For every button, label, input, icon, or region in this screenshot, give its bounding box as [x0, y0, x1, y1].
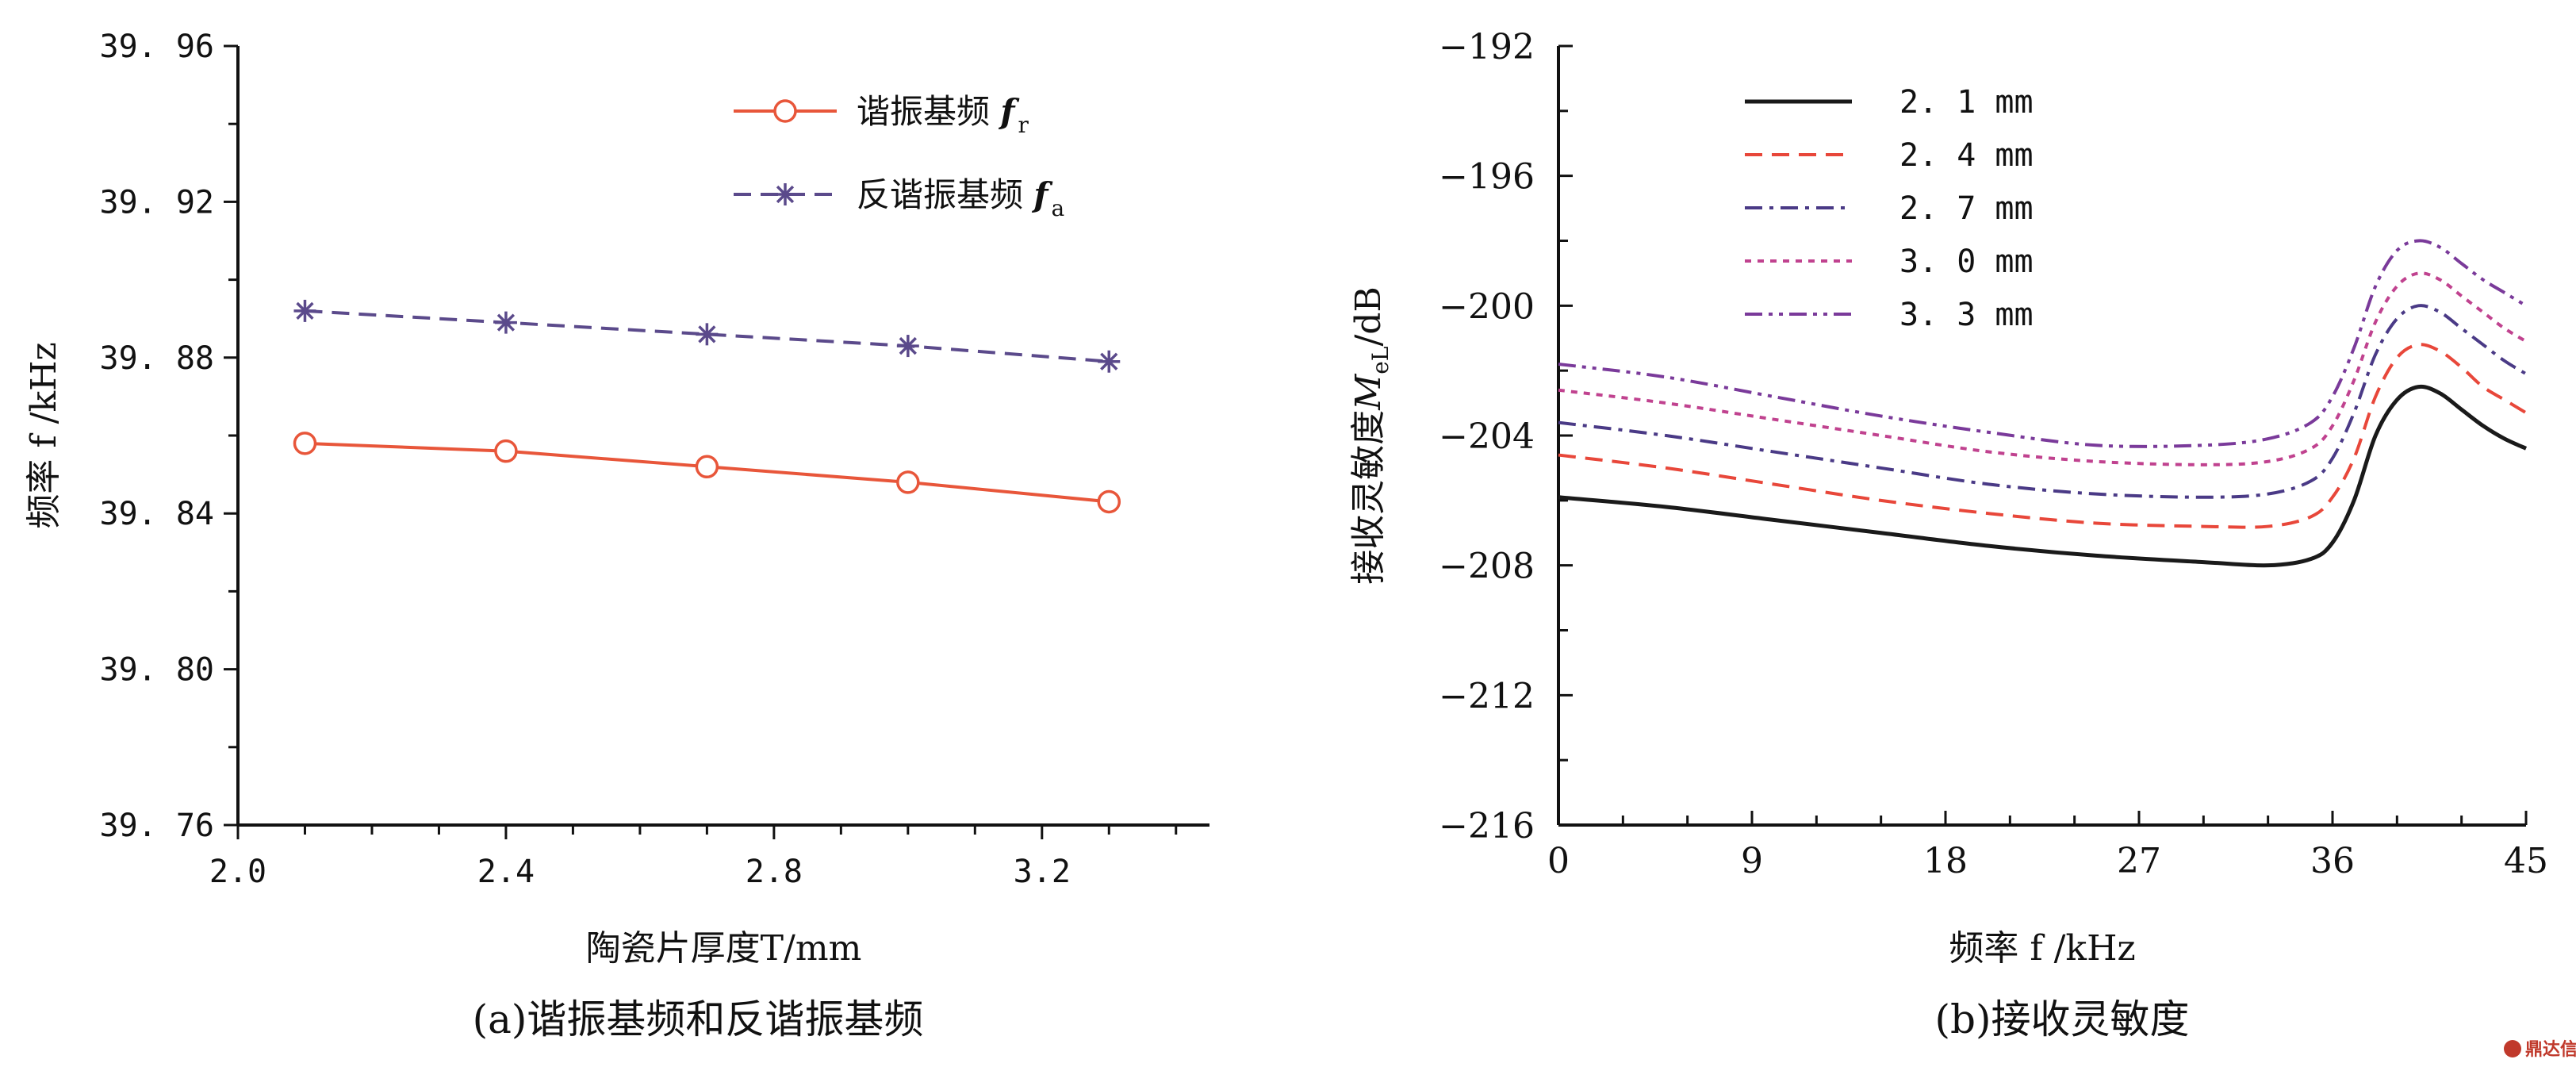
chart-a-point-asterisk: [696, 323, 719, 346]
chart-a-y-tick-label: 39. 80: [100, 652, 215, 689]
chart-b-y-title-symbol: M: [1348, 374, 1389, 411]
chart-a-legend-subscript: a: [1051, 195, 1064, 221]
chart-b-x-tick-label: 9: [1741, 841, 1763, 881]
chart-a-legend-name: 谐振基频: [857, 92, 1000, 131]
chart-a-point-circle: [293, 432, 317, 455]
chart-b-series-line-0: [1558, 384, 2528, 568]
chart-a-point-circle: [896, 470, 920, 494]
chart-a-asterisk-stroke: [296, 301, 314, 320]
chart-b-y-tick-label: −204: [1439, 416, 1535, 457]
watermark-text: 鼎达信: [2525, 1039, 2576, 1060]
chart-a-y-tick-label: 39. 88: [100, 340, 215, 377]
chart-a-point-circle: [1097, 489, 1121, 514]
chart-a-legend-symbol: f: [998, 92, 1020, 131]
chart-a-y-axis-title: 频率 f /kHz: [24, 342, 64, 528]
chart-a-point-asterisk: [293, 299, 316, 322]
chart-a-x-tick-label: 3.2: [1014, 854, 1071, 890]
chart-a-x-tick-label: 2.4: [477, 854, 535, 890]
chart-b-legend-label: 3. 3 mm: [1899, 297, 2034, 333]
chart-b-y-title-main: 接收灵敏度: [1348, 410, 1389, 585]
chart-a-point-asterisk: [1098, 350, 1121, 373]
chart-b-xticks: 0 9 18 27 36 45: [1547, 811, 2548, 881]
chart-a-asterisk-stroke: [698, 325, 716, 344]
chart-b-legend: 2. 1 mm 2. 4 mm 2. 7 mm 3. 0 mm 3. 3 mm: [1745, 84, 2034, 333]
chart-b-y-tick-label: −216: [1439, 806, 1535, 846]
chart-a-y-tick-label: 39. 96: [100, 29, 215, 65]
chart-b-x-tick-label: 36: [2310, 841, 2355, 881]
chart-a-axes: [236, 46, 1209, 827]
chart-b-legend-label: 2. 1 mm: [1899, 84, 2034, 121]
chart-a-legend-symbol: f: [1031, 175, 1053, 214]
chart-b-legend-label: 2. 7 mm: [1899, 190, 2034, 227]
chart-a-y-tick-label: 39. 84: [100, 496, 215, 532]
chart-a-legend-name: 反谐振基频: [857, 175, 1033, 214]
chart-a-yticks: 39. 76 39. 80 39. 84 39. 88 39. 92 39. 96: [100, 29, 238, 844]
chart-a-legend-subscript: r: [1018, 112, 1029, 138]
chart-a-point-circle: [494, 439, 518, 463]
chart-b-y-tick-label: −212: [1439, 676, 1535, 716]
chart-a-x-axis-title: 陶瓷片厚度T/mm: [586, 928, 862, 969]
chart-a-point-circle: [695, 455, 719, 479]
chart-b-y-tick-label: −208: [1439, 547, 1535, 587]
chart-b-y-tick-label: −196: [1439, 157, 1535, 198]
chart-b-series: [1558, 239, 2528, 568]
chart-b-axes: [1557, 46, 2526, 827]
chart-a-legend-marker: [773, 99, 797, 123]
chart-a-asterisk-stroke: [1100, 352, 1118, 370]
chart-b-x-tick-label: 27: [2117, 841, 2161, 881]
chart-b-y-title-subscript: eL: [1367, 347, 1393, 374]
watermark-logo: 鼎达信: [2504, 1039, 2576, 1060]
chart-b-x-tick-label: 45: [2504, 841, 2548, 881]
chart-b-x-tick-label: 0: [1547, 841, 1570, 881]
chart-a-x-tick-label: 2.8: [746, 854, 803, 890]
watermark-icon: [2504, 1040, 2521, 1057]
chart-a-asterisk-stroke: [496, 313, 516, 332]
chart-b-series-line-4: [1558, 239, 2528, 448]
chart-b-x-tick-label: 18: [1923, 841, 1968, 881]
chart-b-y-title-unit: /dB: [1348, 286, 1389, 346]
chart-a-y-tick-label: 39. 92: [100, 184, 215, 221]
chart-b-caption: (b)接收灵敏度: [1934, 996, 2189, 1042]
chart-a-xticks: 2.0 2.4 2.8 3.2: [209, 825, 1178, 890]
chart-b-series-line-1: [1558, 343, 2528, 529]
chart-a-caption: (a)谐振基频和反谐振基频: [473, 996, 924, 1042]
chart-b-x-axis-title: 频率 f /kHz: [1949, 928, 2135, 969]
chart-a-point-asterisk: [494, 311, 517, 334]
chart-b: 0 9 18 27 36 45 −216−212−208−204−200−196−192 …: [1348, 27, 2548, 1042]
chart-a-asterisk-stroke: [899, 336, 917, 355]
chart-a-point-asterisk: [896, 335, 919, 358]
chart-b-yticks: −216 −212 −208 −204 −200 −196 −192: [1439, 27, 1573, 846]
chart-a-y-tick-label: 39. 76: [100, 808, 215, 844]
chart-b-y-tick-label: −200: [1439, 286, 1535, 327]
chart-b-series-line-2: [1558, 304, 2528, 499]
chart-b-y-tick-label: −192: [1439, 27, 1535, 67]
chart-b-legend-label: 3. 0 mm: [1899, 244, 2034, 280]
chart-b-y-axis-title: 接收灵敏度MeL/dB: [1348, 286, 1393, 585]
chart-a-series: [293, 299, 1121, 514]
chart-a-legend-marker: [776, 185, 795, 204]
chart-b-series-line-3: [1558, 271, 2528, 466]
chart-a-x-tick-label: 2.0: [209, 854, 266, 890]
chart-b-legend-label: 2. 4 mm: [1899, 137, 2034, 174]
